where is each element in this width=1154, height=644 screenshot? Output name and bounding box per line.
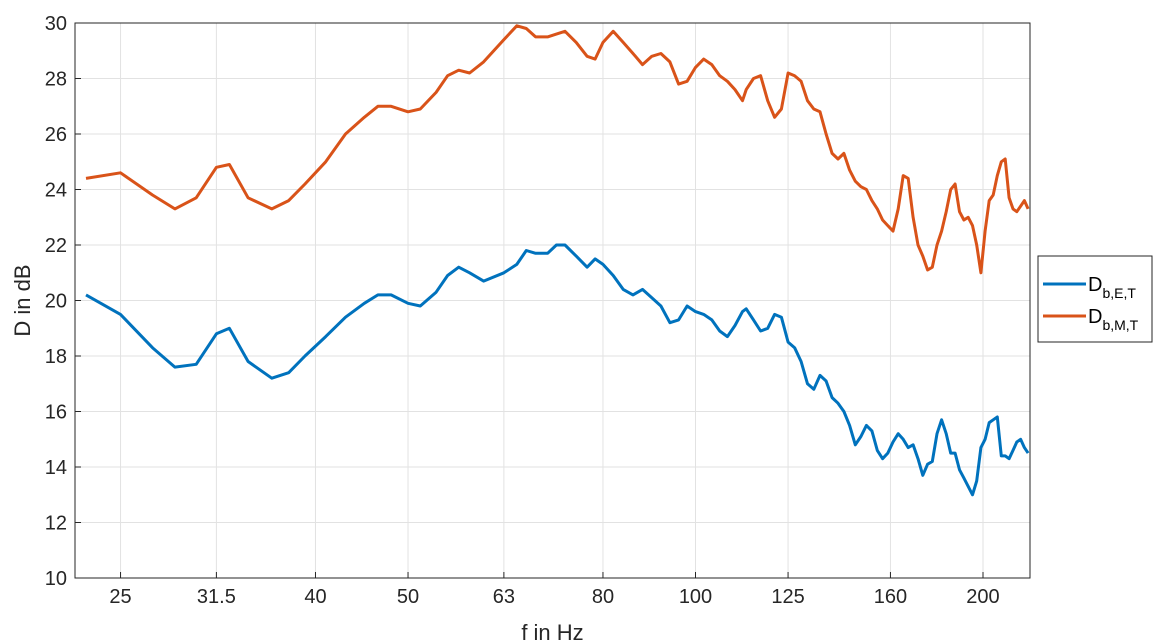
y-axis-title: D in dB — [10, 264, 35, 336]
series-line-b-M-T — [85, 24, 1030, 275]
x-tick-label: 50 — [397, 586, 419, 608]
x-tick-label: 31.5 — [197, 586, 236, 608]
x-tick-label: 100 — [679, 586, 712, 608]
x-tick-label: 200 — [966, 586, 999, 608]
x-tick-label: 25 — [109, 586, 131, 608]
y-tick-label: 20 — [45, 291, 67, 313]
legend: Db,E,TDb,M,T — [1037, 255, 1153, 343]
y-tick-label: 14 — [45, 457, 67, 479]
y-tick-label: 10 — [45, 568, 67, 590]
y-tick-label: 12 — [45, 513, 67, 535]
x-axis-title: f in Hz — [521, 620, 583, 644]
x-tick-label: 125 — [771, 586, 804, 608]
x-tick-label: 160 — [874, 586, 907, 608]
x-tick-label: 40 — [304, 586, 326, 608]
series-lines — [85, 24, 1030, 497]
x-axis-ticks: 25 31.5 40 50 63 80 100 125 160 200 — [109, 572, 1000, 608]
y-tick-label: 26 — [45, 124, 67, 146]
legend-box — [1037, 255, 1153, 343]
y-tick-label: 28 — [45, 69, 67, 91]
series-line-b-E-T — [85, 243, 1030, 497]
y-tick-label: 22 — [45, 235, 67, 257]
y-tick-label: 30 — [45, 13, 67, 35]
x-tick-label: 63 — [493, 586, 515, 608]
y-tick-label: 16 — [45, 402, 67, 424]
x-tick-label: 80 — [592, 586, 614, 608]
y-tick-label: 24 — [45, 180, 67, 202]
y-axis-ticks: 10 12 14 16 18 20 22 24 26 28 30 — [45, 13, 81, 590]
y-tick-label: 18 — [45, 346, 67, 368]
